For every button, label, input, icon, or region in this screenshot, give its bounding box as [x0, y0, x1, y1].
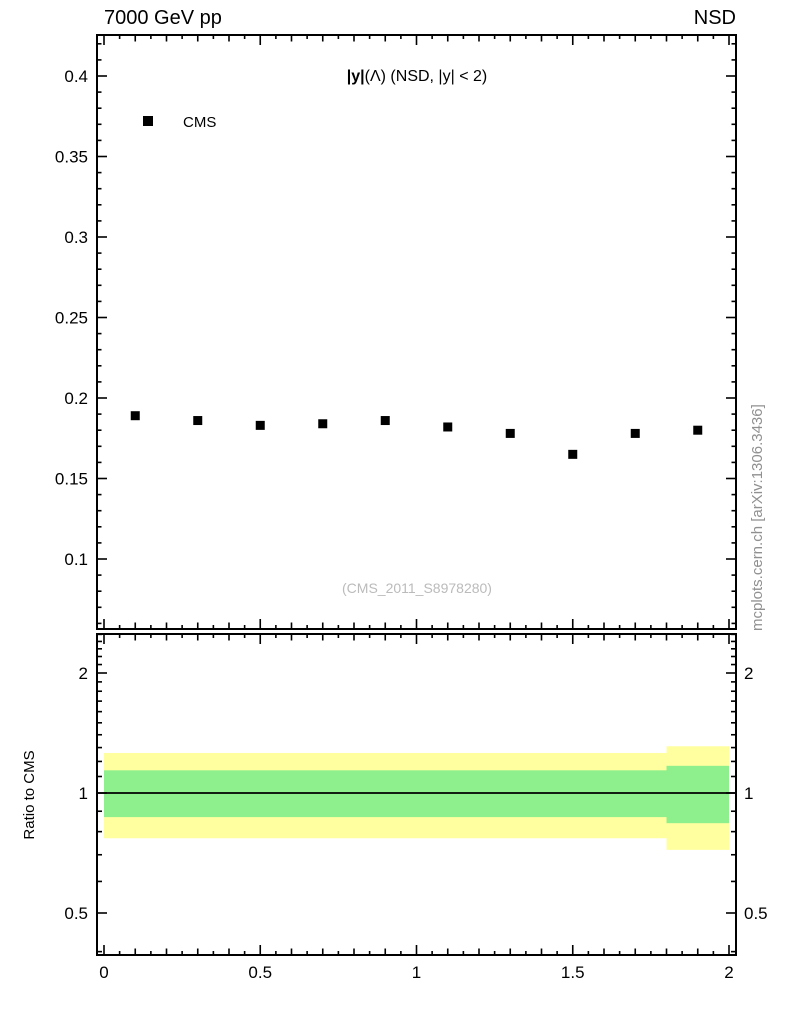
svg-text:0.2: 0.2	[64, 389, 88, 408]
svg-text:0.3: 0.3	[64, 228, 88, 247]
tick-labels: 0.1 0.15 0.2 0.25 0.3 0.35 0.4 0 0.5 1 1.5 2 0.5 0.5 1…	[55, 67, 768, 982]
svg-text:0.25: 0.25	[55, 309, 88, 328]
axes-and-ticks	[96, 34, 737, 956]
legend-label: CMS	[183, 114, 216, 131]
ratio-axis-title: Ratio to CMS	[21, 750, 38, 839]
svg-text:0.35: 0.35	[55, 148, 88, 167]
data-points	[130, 411, 703, 459]
svg-text:1: 1	[79, 784, 88, 803]
ratio-uncertainty-bands	[97, 746, 736, 850]
svg-text:0.4: 0.4	[64, 67, 88, 86]
plot-title-observable: |y|	[347, 68, 365, 85]
plot-title: |y|(Λ) (NSD, |y| < 2)	[347, 68, 487, 85]
header-beam-energy: 7000 GeV pp	[104, 7, 222, 29]
svg-text:0.15: 0.15	[55, 470, 88, 489]
svg-text:1: 1	[412, 963, 421, 982]
legend-marker-square	[143, 116, 153, 126]
analysis-watermark: (CMS_2011_S8978280)	[342, 580, 492, 596]
header-event-class: NSD	[694, 7, 736, 29]
svg-text:0.1: 0.1	[64, 550, 88, 569]
svg-text:1: 1	[744, 784, 753, 803]
svg-text:2: 2	[744, 664, 753, 683]
svg-text:0: 0	[99, 963, 108, 982]
plot-title-qualifier: (Λ) (NSD, |y| < 2)	[365, 68, 488, 85]
svg-text:1.5: 1.5	[561, 963, 585, 982]
svg-text:2: 2	[724, 963, 733, 982]
svg-text:2: 2	[79, 664, 88, 683]
mcplots-arxiv-note: mcplots.cern.ch [arXiv:1306.3436]	[749, 404, 766, 631]
svg-text:0.5: 0.5	[744, 904, 768, 923]
svg-text:0.5: 0.5	[248, 963, 272, 982]
svg-text:0.5: 0.5	[64, 904, 88, 923]
